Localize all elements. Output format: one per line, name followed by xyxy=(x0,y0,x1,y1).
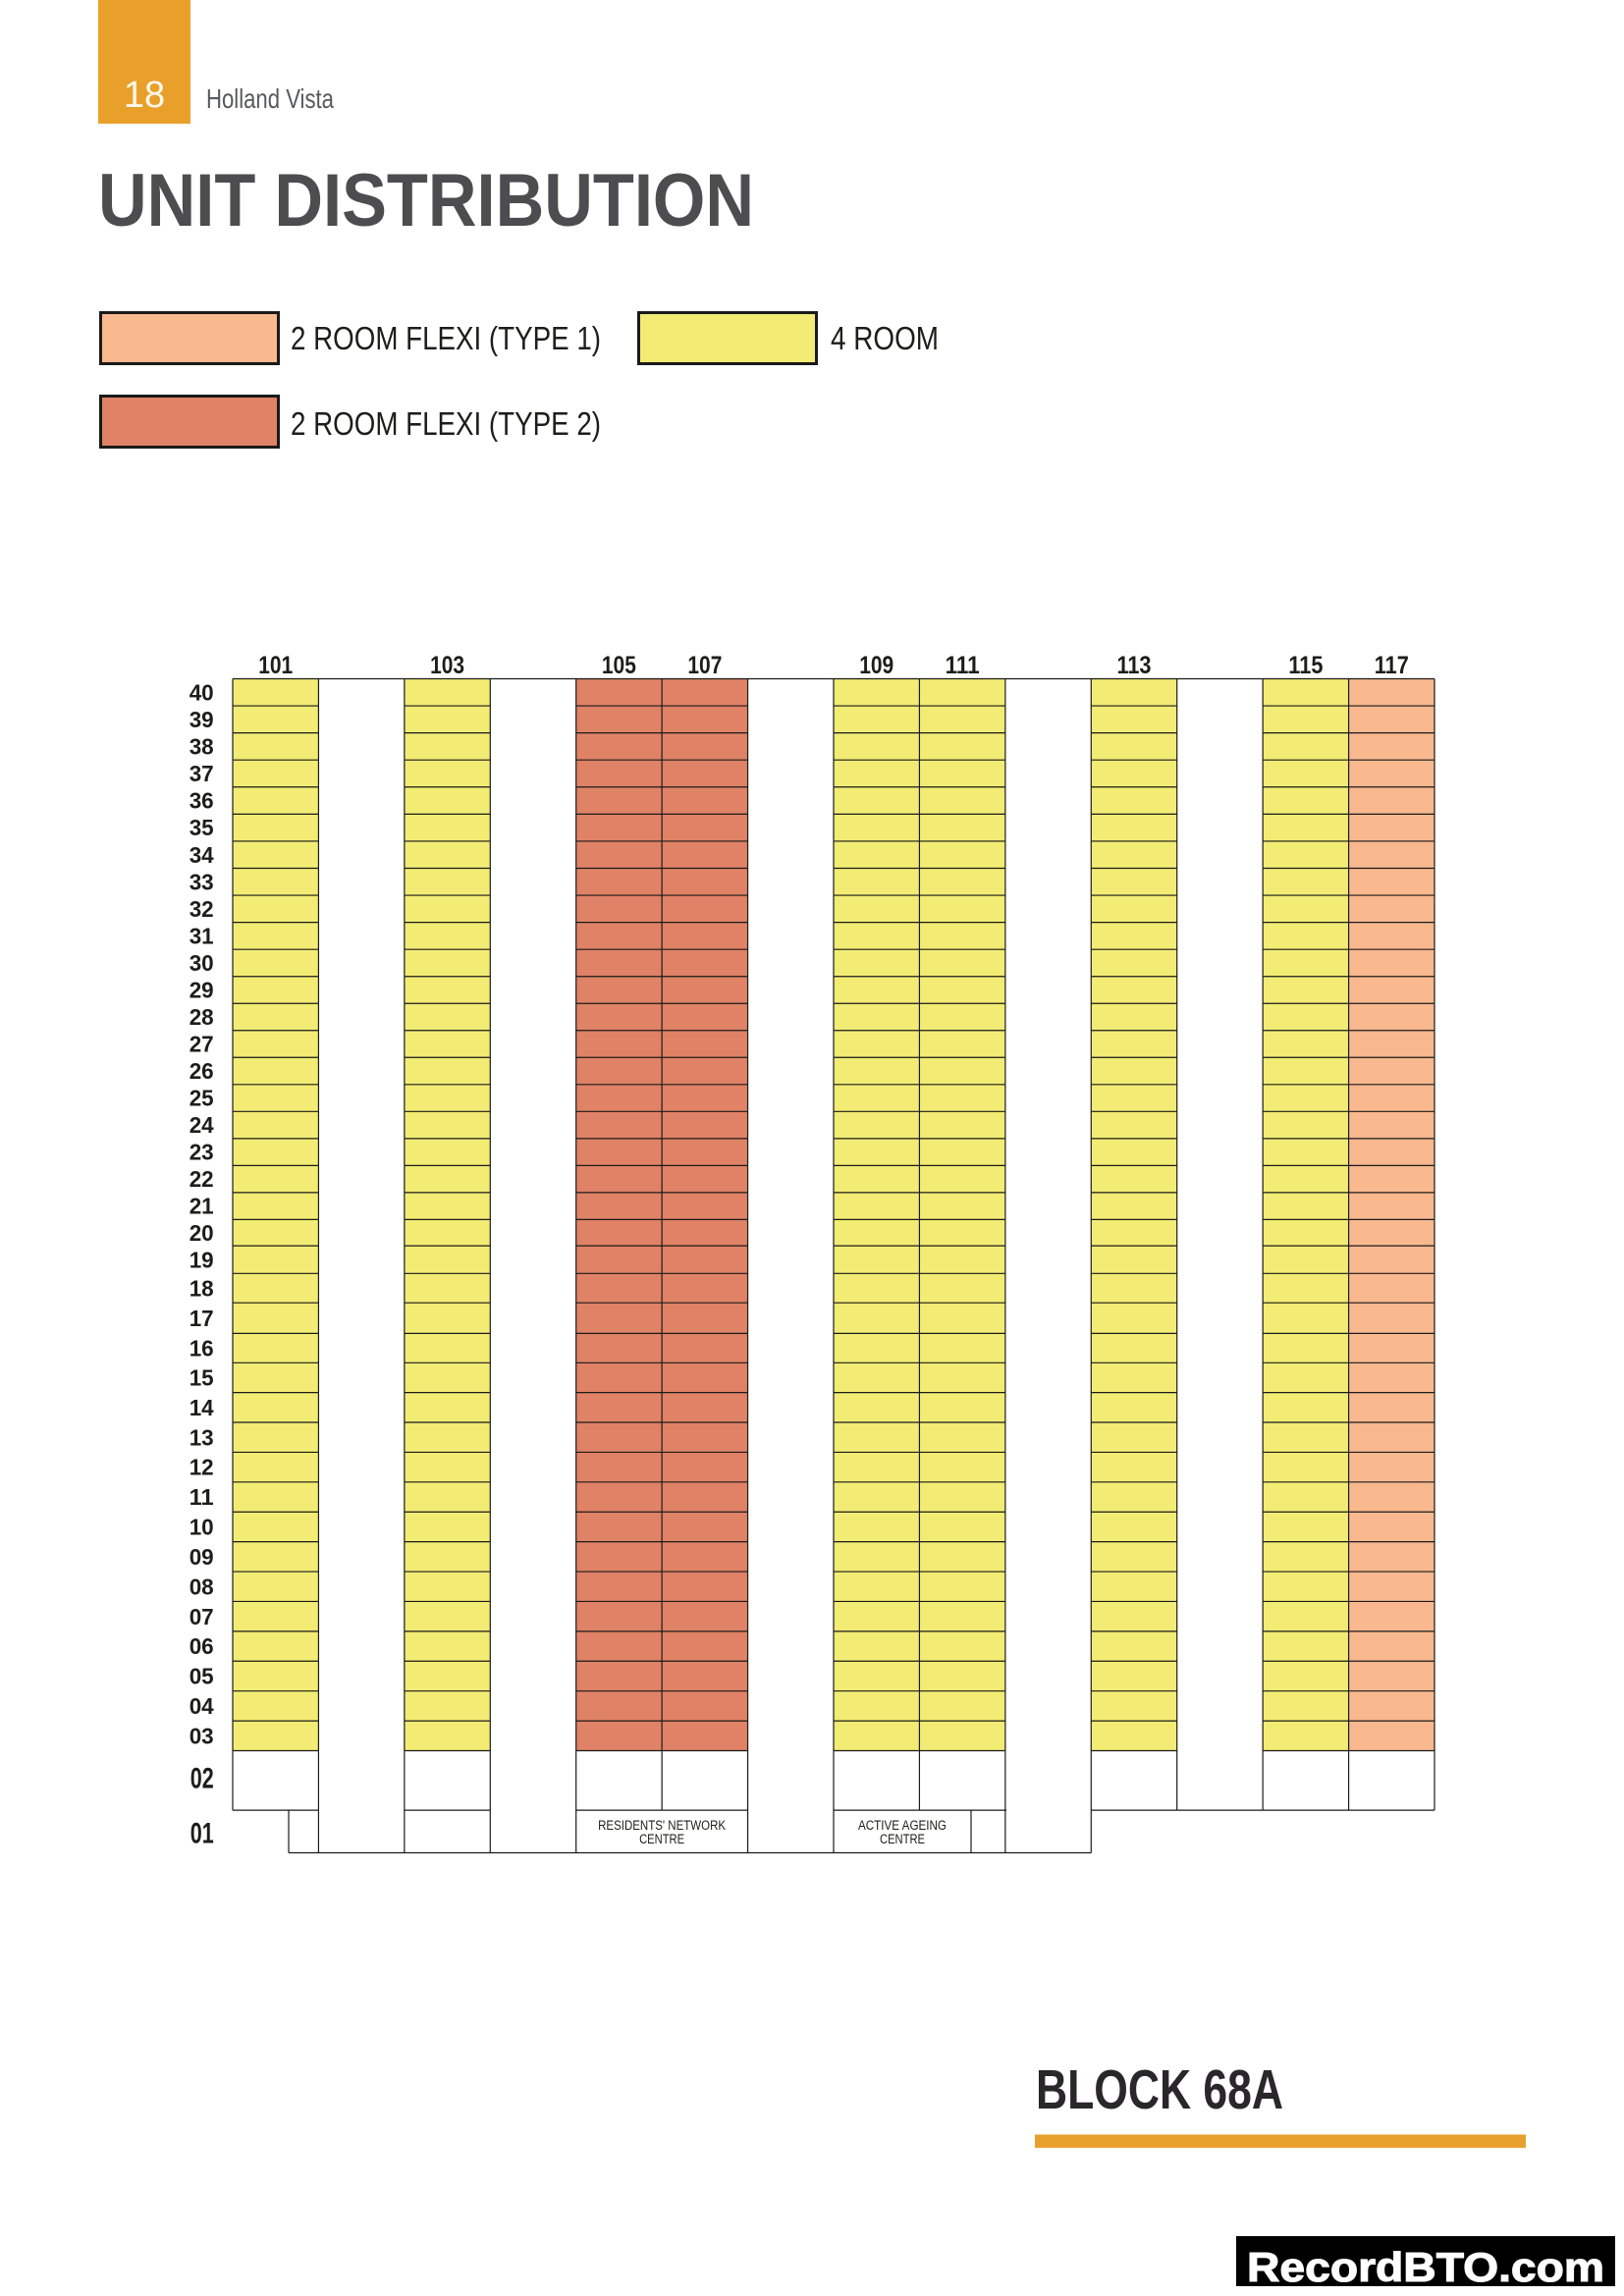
svg-text:113: 113 xyxy=(1117,652,1152,679)
svg-text:34: 34 xyxy=(189,842,214,868)
svg-text:40: 40 xyxy=(189,679,214,705)
svg-text:08: 08 xyxy=(189,1574,214,1599)
svg-text:103: 103 xyxy=(430,652,464,679)
svg-text:15: 15 xyxy=(189,1365,214,1391)
svg-text:31: 31 xyxy=(189,924,214,949)
svg-text:ACTIVE AGEING: ACTIVE AGEING xyxy=(858,1818,947,1833)
svg-text:2 ROOM FLEXI (TYPE 2): 2 ROOM FLEXI (TYPE 2) xyxy=(291,405,601,442)
svg-text:24: 24 xyxy=(189,1112,214,1138)
svg-text:04: 04 xyxy=(189,1693,214,1719)
svg-text:BLOCK 68A: BLOCK 68A xyxy=(1036,2058,1283,2121)
svg-text:21: 21 xyxy=(189,1194,214,1219)
svg-text:117: 117 xyxy=(1375,652,1409,679)
svg-text:CENTRE: CENTRE xyxy=(880,1832,925,1846)
svg-text:18: 18 xyxy=(189,1275,214,1301)
svg-text:29: 29 xyxy=(189,978,214,1003)
svg-text:CENTRE: CENTRE xyxy=(639,1832,684,1846)
svg-text:32: 32 xyxy=(189,896,214,922)
svg-text:01: 01 xyxy=(190,1818,214,1850)
svg-text:RecordBTO.com: RecordBTO.com xyxy=(1247,2244,1604,2290)
svg-text:17: 17 xyxy=(189,1306,214,1331)
svg-text:14: 14 xyxy=(189,1395,214,1420)
svg-text:105: 105 xyxy=(602,652,636,679)
svg-text:Holland Vista: Holland Vista xyxy=(206,83,334,114)
svg-text:26: 26 xyxy=(189,1058,214,1084)
svg-text:101: 101 xyxy=(258,652,293,679)
svg-text:03: 03 xyxy=(189,1723,214,1748)
svg-text:35: 35 xyxy=(189,815,214,840)
svg-text:27: 27 xyxy=(189,1032,214,1057)
svg-text:10: 10 xyxy=(189,1515,214,1540)
svg-text:25: 25 xyxy=(189,1086,214,1111)
svg-text:33: 33 xyxy=(189,869,214,894)
svg-text:UNIT DISTRIBUTION: UNIT DISTRIBUTION xyxy=(98,159,754,242)
svg-text:18: 18 xyxy=(124,75,165,116)
svg-text:2 ROOM FLEXI (TYPE 1): 2 ROOM FLEXI (TYPE 1) xyxy=(291,320,601,356)
svg-text:22: 22 xyxy=(189,1166,214,1192)
svg-text:20: 20 xyxy=(189,1220,214,1246)
svg-text:07: 07 xyxy=(189,1604,214,1629)
svg-text:06: 06 xyxy=(189,1633,214,1659)
svg-text:11: 11 xyxy=(189,1484,214,1510)
svg-text:05: 05 xyxy=(189,1664,214,1689)
svg-text:4 ROOM: 4 ROOM xyxy=(831,320,939,356)
svg-text:12: 12 xyxy=(189,1455,214,1480)
svg-text:115: 115 xyxy=(1288,652,1323,679)
svg-text:30: 30 xyxy=(189,950,214,976)
svg-text:16: 16 xyxy=(189,1335,214,1361)
svg-text:13: 13 xyxy=(189,1424,214,1450)
svg-text:09: 09 xyxy=(189,1544,214,1570)
svg-text:37: 37 xyxy=(189,761,214,786)
svg-text:36: 36 xyxy=(189,788,214,814)
svg-text:28: 28 xyxy=(189,1004,214,1030)
svg-text:38: 38 xyxy=(189,734,214,760)
svg-text:107: 107 xyxy=(687,652,722,679)
svg-text:02: 02 xyxy=(190,1763,214,1795)
svg-text:111: 111 xyxy=(946,652,980,679)
svg-text:39: 39 xyxy=(189,707,214,732)
svg-text:19: 19 xyxy=(189,1247,214,1272)
svg-text:23: 23 xyxy=(189,1140,214,1165)
svg-text:109: 109 xyxy=(859,652,893,679)
svg-text:RESIDENTS' NETWORK: RESIDENTS' NETWORK xyxy=(598,1818,726,1833)
